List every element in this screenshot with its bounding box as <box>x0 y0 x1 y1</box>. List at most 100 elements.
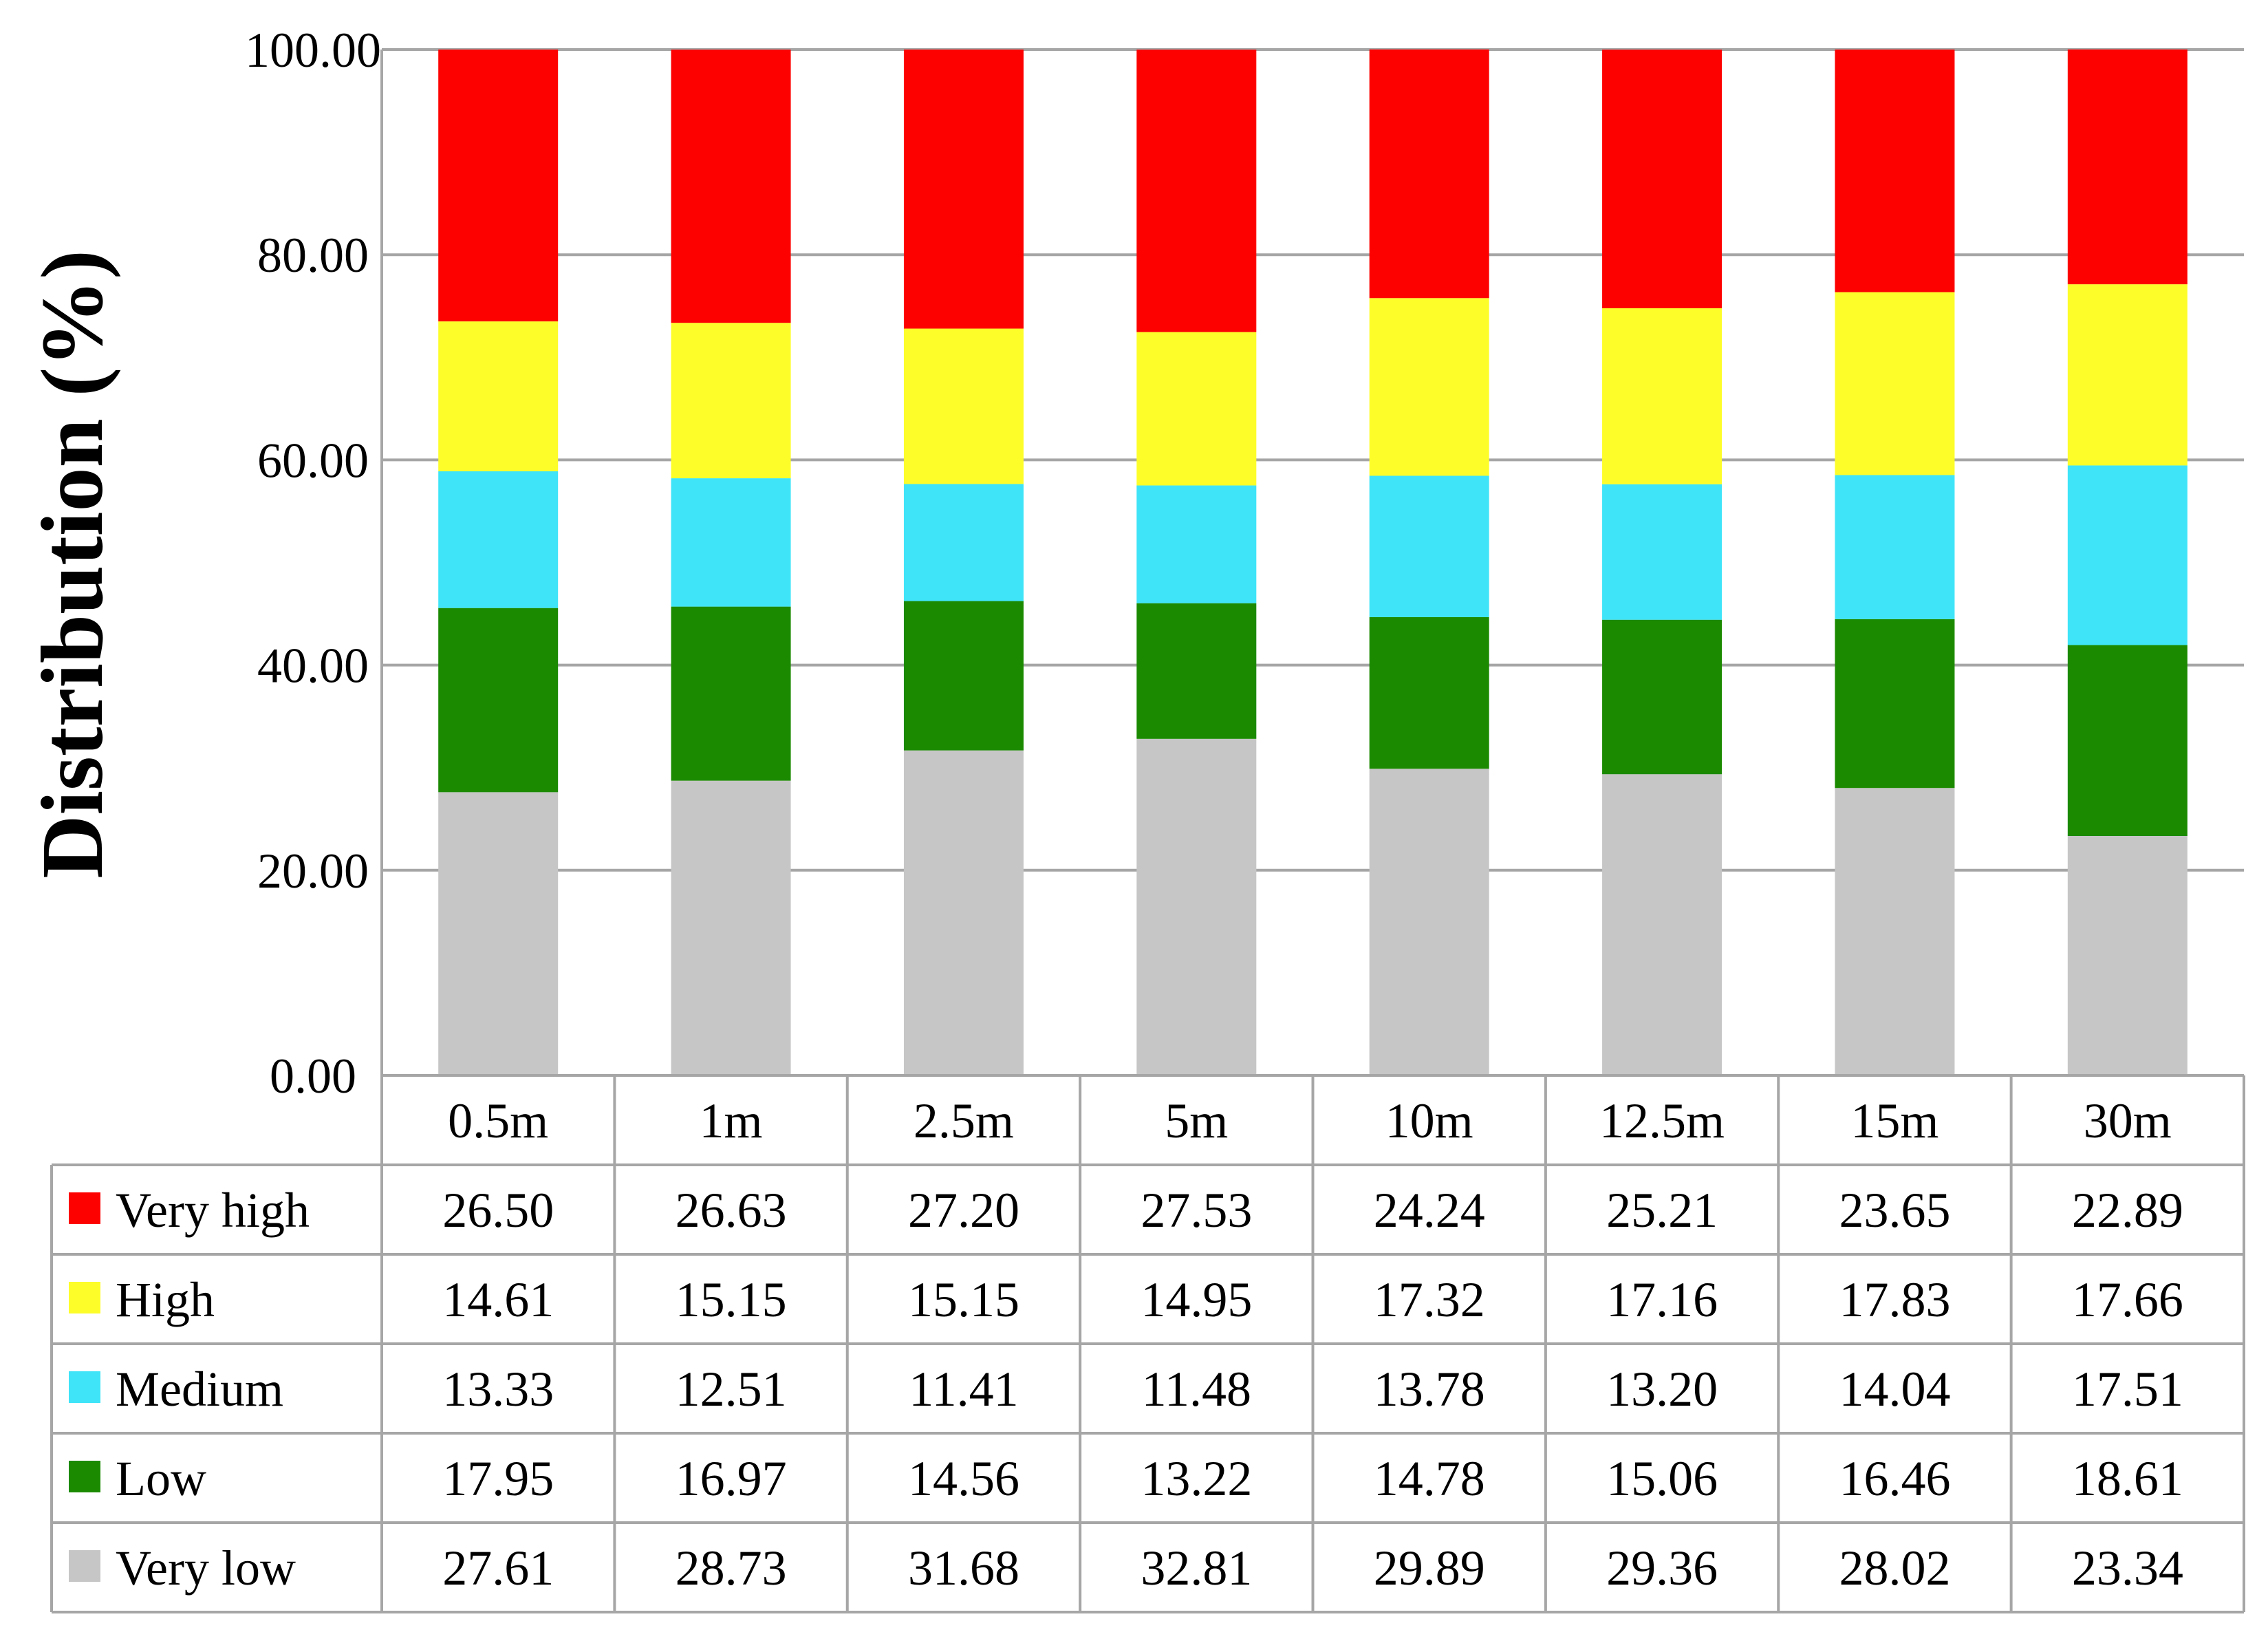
bar-12-5m-very-high <box>1602 50 1722 309</box>
data-label-very-high-0-5m: 26.50 <box>442 1183 554 1238</box>
data-label-very-high-15m: 23.65 <box>1839 1183 1950 1238</box>
data-label-high-12-5m: 17.16 <box>1606 1272 1718 1327</box>
y-tick-label-0-00: 0.00 <box>270 1049 356 1104</box>
data-label-very-low-12-5m: 29.36 <box>1606 1541 1718 1596</box>
bar-2-5m-low <box>903 601 1024 751</box>
bar-15m-very-low <box>1835 788 1955 1075</box>
bar-0-5m-low <box>438 608 559 793</box>
y-tick-label-60-00: 60.00 <box>257 433 369 488</box>
y-tick-label-20-00: 20.00 <box>257 844 369 899</box>
bar-5m-very-high <box>1136 50 1257 332</box>
y-tick-label-40-00: 40.00 <box>257 639 369 694</box>
x-tick-label-0-5m: 0.5m <box>448 1093 548 1148</box>
data-label-high-5m: 14.95 <box>1141 1272 1252 1327</box>
bar-0-5m-very-low <box>438 792 559 1075</box>
legend-label-high: High <box>116 1272 215 1327</box>
bar-2-5m-medium <box>903 484 1024 601</box>
data-table: 0.5m 1m 2.5m 5m 10m 12.5m 15m 30m Very high 26.50… <box>50 1074 2245 1613</box>
y-axis: 0.00 20.00 40.00 60.00 80.00 100.00 <box>245 23 383 1104</box>
data-label-low-5m: 13.22 <box>1141 1451 1252 1506</box>
bar-12-5m-very-low <box>1602 774 1722 1075</box>
data-label-very-high-30m: 22.89 <box>2072 1183 2183 1238</box>
bar-15m-medium <box>1835 475 1955 619</box>
bar-12-5m-medium <box>1602 484 1722 620</box>
y-tick-label-100-00: 100.00 <box>245 23 381 78</box>
data-label-very-low-10m: 29.89 <box>1374 1541 1485 1596</box>
data-label-very-high-12-5m: 25.21 <box>1606 1183 1718 1238</box>
legend-swatch-very-low <box>69 1550 100 1582</box>
x-tick-label-5m: 5m <box>1165 1093 1228 1148</box>
bar-1m-very-high <box>671 50 791 323</box>
legend-label-very-low: Very low <box>116 1541 296 1596</box>
data-label-very-low-5m: 32.81 <box>1141 1541 1252 1596</box>
data-label-high-1m: 15.15 <box>676 1272 787 1327</box>
data-label-low-1m: 16.97 <box>676 1451 787 1506</box>
gridlines <box>382 48 2244 872</box>
bar-0-5m-very-high <box>438 50 559 322</box>
data-label-medium-30m: 17.51 <box>2072 1362 2183 1417</box>
bar-30m-medium <box>2067 465 2188 645</box>
data-label-low-0-5m: 17.95 <box>442 1451 554 1506</box>
data-label-very-low-1m: 28.73 <box>676 1541 787 1596</box>
data-label-high-15m: 17.83 <box>1839 1272 1950 1327</box>
y-axis-label: Distribution (%) <box>23 250 121 879</box>
data-label-medium-0-5m: 13.33 <box>442 1362 554 1417</box>
legend-label-medium: Medium <box>116 1362 283 1417</box>
bar-5m-very-low <box>1136 738 1257 1075</box>
data-label-very-high-1m: 26.63 <box>676 1183 787 1238</box>
x-tick-label-15m: 15m <box>1850 1093 1938 1148</box>
bar-1m-low <box>671 606 791 781</box>
y-tick-label-80-00: 80.00 <box>257 228 369 283</box>
data-label-very-low-15m: 28.02 <box>1839 1541 1950 1596</box>
bar-10m-very-low <box>1369 769 1489 1075</box>
data-label-very-low-30m: 23.34 <box>2072 1541 2183 1596</box>
data-label-low-30m: 18.61 <box>2072 1451 2183 1506</box>
bar-0-5m-medium <box>438 471 559 608</box>
data-label-low-12-5m: 15.06 <box>1606 1451 1718 1506</box>
data-label-high-10m: 17.32 <box>1374 1272 1485 1327</box>
x-tick-label-12-5m: 12.5m <box>1599 1093 1725 1148</box>
bar-1m-high <box>671 323 791 479</box>
data-label-high-30m: 17.66 <box>2072 1272 2183 1327</box>
bars <box>438 49 2188 1075</box>
data-label-medium-10m: 13.78 <box>1374 1362 1485 1417</box>
bar-30m-low <box>2067 645 2188 837</box>
data-label-very-low-0-5m: 27.61 <box>442 1541 554 1596</box>
bar-10m-low <box>1369 616 1489 769</box>
x-tick-label-2-5m: 2.5m <box>914 1093 1014 1148</box>
bar-10m-very-high <box>1369 49 1489 299</box>
legend-swatch-low <box>69 1461 100 1492</box>
bar-10m-medium <box>1369 475 1489 617</box>
data-label-low-10m: 14.78 <box>1374 1451 1485 1506</box>
legend-label-very-high: Very high <box>116 1183 310 1238</box>
bar-0-5m-high <box>438 321 559 471</box>
data-label-very-high-2-5m: 27.20 <box>908 1183 1019 1238</box>
data-label-very-low-2-5m: 31.68 <box>908 1541 1019 1596</box>
data-label-medium-5m: 11.48 <box>1142 1362 1251 1417</box>
data-label-medium-12-5m: 13.20 <box>1606 1362 1718 1417</box>
data-label-medium-2-5m: 11.41 <box>909 1362 1018 1417</box>
bar-12-5m-high <box>1602 308 1722 484</box>
bar-30m-high <box>2067 284 2188 466</box>
legend-label-low: Low <box>116 1451 206 1506</box>
bar-10m-high <box>1369 298 1489 476</box>
bar-30m-very-low <box>2067 836 2188 1075</box>
data-label-very-high-10m: 24.24 <box>1374 1183 1485 1238</box>
legend-swatch-medium <box>69 1371 100 1403</box>
data-label-very-high-5m: 27.53 <box>1141 1183 1252 1238</box>
bar-15m-very-high <box>1835 50 1955 292</box>
data-label-high-2-5m: 15.15 <box>908 1272 1019 1327</box>
bar-12-5m-low <box>1602 619 1722 775</box>
data-label-high-0-5m: 14.61 <box>442 1272 554 1327</box>
bar-2-5m-very-low <box>903 750 1024 1075</box>
bar-1m-very-low <box>671 780 791 1075</box>
bar-5m-high <box>1136 332 1257 486</box>
data-label-low-2-5m: 14.56 <box>908 1451 1019 1506</box>
bar-15m-high <box>1835 292 1955 475</box>
bar-1m-medium <box>671 478 791 607</box>
legend-swatch-high <box>69 1282 100 1313</box>
bar-30m-very-high <box>2067 49 2188 285</box>
x-tick-label-1m: 1m <box>700 1093 763 1148</box>
bar-5m-low <box>1136 603 1257 739</box>
